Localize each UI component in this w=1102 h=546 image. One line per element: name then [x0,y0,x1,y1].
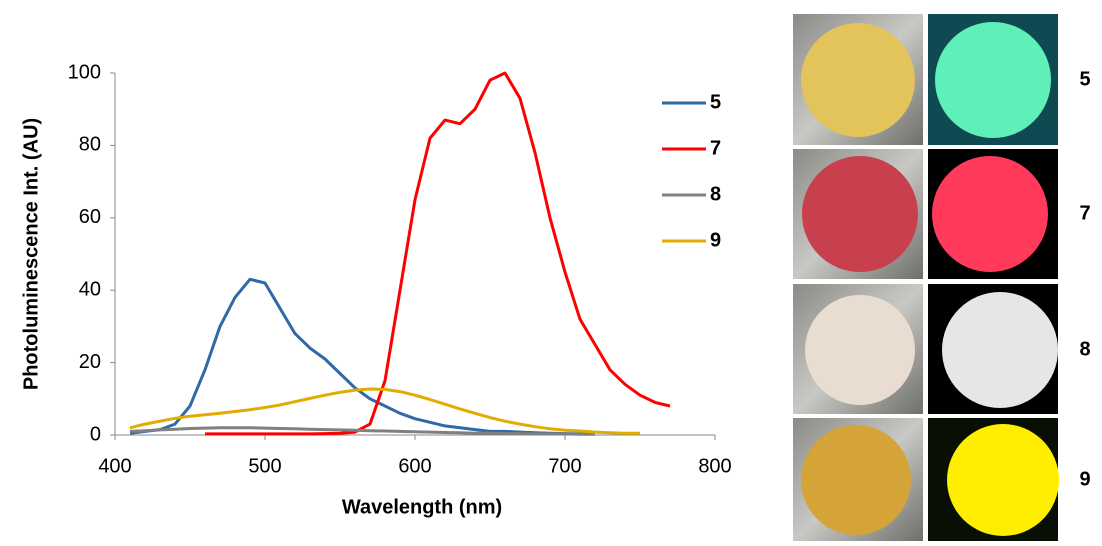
series-line [205,71,671,436]
legend-label: 9 [710,229,721,251]
y-tick-label: 80 [79,134,101,156]
sample-label: 9 [1079,468,1090,490]
legend-label: 7 [710,137,721,159]
sample-spot [801,425,911,535]
sample-spot [942,292,1058,408]
sample-label: 8 [1079,338,1090,360]
sample-spot [947,424,1059,536]
sample-spot [935,22,1051,138]
x-tick-label: 500 [248,455,281,477]
legend-label: 8 [710,183,721,205]
sample-label: 5 [1079,68,1090,90]
x-tick-label: 700 [548,455,581,477]
y-tick-label: 20 [79,351,101,373]
photo-panel [793,14,1059,541]
y-tick-label: 0 [90,423,101,445]
y-tick-label: 60 [79,206,101,228]
y-tick-label: 40 [79,278,101,300]
x-axis-title: Wavelength (nm) [342,496,502,518]
sample-spot [805,295,915,405]
series-line [129,387,640,435]
x-tick-label: 600 [398,455,431,477]
x-tick-label: 400 [98,455,131,477]
sample-spot [801,23,915,137]
y-tick-label: 100 [68,61,101,83]
x-tick-label: 800 [698,455,731,477]
series-line [129,426,595,436]
series-line [129,277,595,436]
y-axis-title: Photoluminescence Int. (AU) [20,118,42,390]
legend-label: 5 [710,91,721,113]
sample-label: 7 [1079,202,1090,224]
sample-spot [802,156,918,272]
sample-spot [932,156,1048,272]
